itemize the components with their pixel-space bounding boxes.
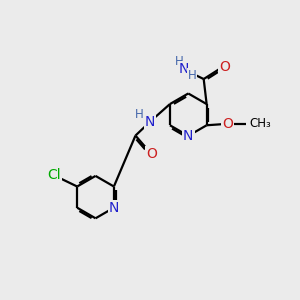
Text: H: H	[175, 56, 184, 68]
Text: O: O	[219, 60, 230, 74]
Text: O: O	[146, 147, 157, 161]
Text: N: N	[183, 129, 194, 143]
Text: N: N	[179, 62, 189, 76]
Text: Cl: Cl	[48, 168, 61, 182]
Text: N: N	[109, 201, 119, 215]
Text: N: N	[145, 115, 155, 129]
Text: H: H	[135, 109, 144, 122]
Text: CH₃: CH₃	[250, 117, 272, 130]
Text: O: O	[222, 117, 233, 131]
Text: H: H	[188, 69, 196, 82]
